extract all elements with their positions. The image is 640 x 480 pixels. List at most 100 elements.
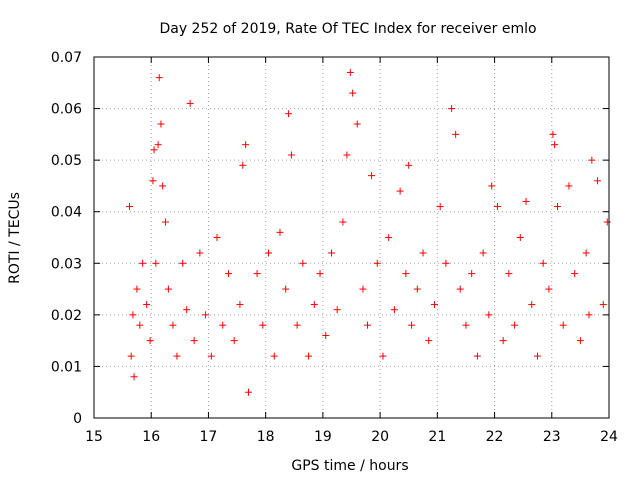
x-tick-label: 19 xyxy=(314,429,332,445)
data-point xyxy=(242,141,250,149)
data-point xyxy=(479,249,487,257)
data-point xyxy=(179,259,187,267)
data-points xyxy=(125,68,611,396)
data-point xyxy=(146,337,154,345)
data-point xyxy=(582,249,590,257)
data-point xyxy=(364,321,372,329)
data-point xyxy=(265,249,273,257)
data-point xyxy=(299,259,307,267)
data-point xyxy=(322,331,330,339)
data-point xyxy=(576,337,584,345)
data-point xyxy=(196,249,204,257)
y-tick-label: 0.03 xyxy=(51,256,82,272)
x-tick-label: 18 xyxy=(257,429,275,445)
x-tick-label: 17 xyxy=(200,429,218,445)
data-point xyxy=(276,228,284,236)
data-point xyxy=(285,110,293,118)
y-tick-label: 0.05 xyxy=(51,153,82,169)
plot-frame xyxy=(93,56,610,419)
data-point xyxy=(413,285,421,293)
data-point xyxy=(545,285,553,293)
data-point xyxy=(183,306,191,314)
grid-lines xyxy=(94,57,609,418)
data-point xyxy=(528,301,536,309)
data-point xyxy=(511,321,519,329)
data-point xyxy=(551,141,559,149)
data-point xyxy=(571,270,579,278)
x-tick-label: 22 xyxy=(486,429,504,445)
data-point xyxy=(554,203,561,211)
data-point xyxy=(343,151,351,159)
data-point xyxy=(379,352,387,360)
data-point xyxy=(559,321,567,329)
data-point xyxy=(359,285,367,293)
data-point xyxy=(224,270,232,278)
data-point xyxy=(599,301,607,309)
y-tick-label: 0.02 xyxy=(51,308,82,324)
data-point xyxy=(305,352,313,360)
data-point xyxy=(396,187,404,195)
data-point xyxy=(173,352,181,360)
data-point xyxy=(390,306,398,314)
data-point xyxy=(485,311,493,319)
x-tick-label: 21 xyxy=(428,429,446,445)
data-point xyxy=(169,321,177,329)
data-point xyxy=(157,120,165,128)
y-tick-label: 0.01 xyxy=(51,359,82,375)
data-point xyxy=(549,130,557,138)
data-point xyxy=(368,172,376,180)
data-point xyxy=(239,161,247,169)
x-tick-label: 20 xyxy=(371,429,389,445)
data-point xyxy=(127,352,135,360)
data-point xyxy=(125,203,133,211)
data-point xyxy=(190,337,198,345)
x-tick-label: 23 xyxy=(543,429,561,445)
x-tick-label: 16 xyxy=(142,429,160,445)
data-point xyxy=(594,177,602,185)
data-point xyxy=(539,259,547,267)
data-point xyxy=(516,234,524,241)
y-tick-label: 0 xyxy=(73,411,82,427)
data-point xyxy=(139,259,147,267)
data-point xyxy=(339,218,347,226)
y-tick-label: 0.07 xyxy=(51,50,82,66)
data-point xyxy=(152,259,160,267)
data-point xyxy=(603,218,611,226)
data-point xyxy=(430,301,438,309)
data-point xyxy=(442,259,450,267)
data-point xyxy=(143,301,151,309)
data-point xyxy=(164,285,172,293)
data-point xyxy=(159,182,167,190)
data-point xyxy=(405,161,413,169)
data-point xyxy=(150,146,158,154)
data-point xyxy=(385,234,393,241)
data-point xyxy=(293,321,301,329)
data-point xyxy=(468,270,476,278)
chart-title: Day 252 of 2019, Rate Of TEC Index for r… xyxy=(159,21,536,37)
data-point xyxy=(408,321,416,329)
data-point xyxy=(282,285,290,293)
data-point xyxy=(353,120,361,128)
axis-ticks: 15 16 17 18 19 20 21 22 23 24 0 0.01 0.02 0.03 0.04 0.0… xyxy=(51,50,618,445)
data-point xyxy=(349,89,357,97)
y-tick-label: 0.06 xyxy=(51,102,82,118)
data-point xyxy=(129,311,137,319)
data-point xyxy=(133,285,141,293)
data-point xyxy=(136,321,144,329)
data-point xyxy=(462,321,470,329)
data-point xyxy=(245,388,252,396)
x-axis-label: GPS time / hours xyxy=(291,458,408,474)
data-point xyxy=(270,352,278,360)
data-point xyxy=(346,68,354,76)
data-point xyxy=(253,270,261,278)
data-point xyxy=(488,182,496,190)
data-point xyxy=(186,99,194,107)
data-point xyxy=(585,311,593,319)
data-point xyxy=(207,352,215,360)
data-point xyxy=(333,306,341,314)
data-point xyxy=(499,337,507,345)
data-point xyxy=(493,203,501,211)
data-point xyxy=(316,270,324,278)
data-point xyxy=(155,74,163,82)
